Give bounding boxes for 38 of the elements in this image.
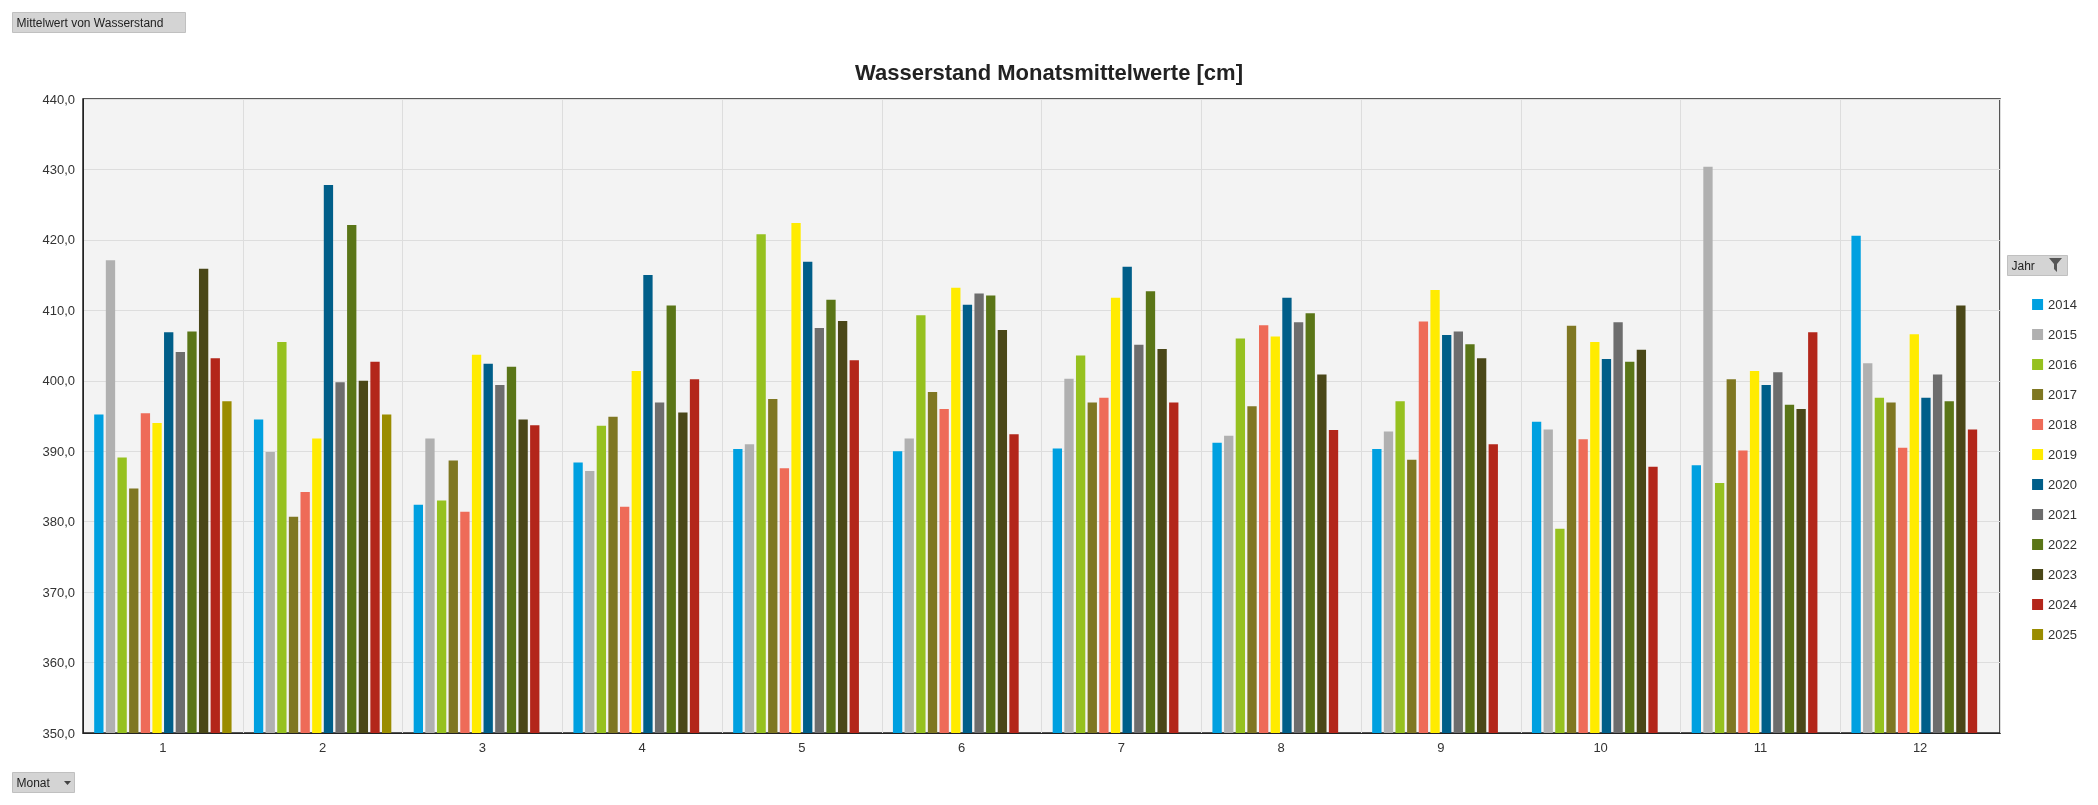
y-tick-label: 410,0: [42, 302, 75, 318]
y-tick-label: 350,0: [42, 725, 75, 741]
x-tick-label: 7: [1117, 740, 1125, 755]
legend-label: 2024: [2048, 597, 2077, 612]
legend-label: 2019: [2048, 447, 2077, 462]
text: Mittelwert von Wasserstand: [16, 15, 164, 30]
legend-label: 2017: [2048, 387, 2077, 402]
x-tick-label: 12: [1912, 740, 1928, 755]
legend-label: 2023: [2048, 567, 2077, 582]
legend-title: Jahr: [2011, 258, 2035, 273]
legend-label: 2018: [2048, 417, 2077, 432]
x-tick-label: 11: [1753, 740, 1768, 755]
chart-title: Wasserstand Monatsmittelwerte [cm]: [855, 59, 1243, 85]
y-tick-label: 420,0: [42, 232, 75, 248]
legend-label: 2022: [2048, 537, 2077, 552]
y-tick-label: 390,0: [42, 443, 75, 459]
legend-label: 2021: [2048, 507, 2077, 522]
x-tick-label: 9: [1437, 740, 1445, 755]
x-tick-label: 4: [638, 740, 646, 755]
y-tick-label: 440,0: [42, 91, 75, 107]
legend-label: 2015: [2048, 327, 2077, 342]
y-tick-label: 360,0: [42, 655, 75, 671]
legend-label: 2016: [2048, 357, 2077, 372]
x-tick-label: 1: [159, 740, 167, 755]
legend-label: 2014: [2048, 297, 2077, 312]
x-axis-title: Monat: [16, 775, 51, 790]
x-tick-label: 2: [319, 740, 327, 755]
y-tick-label: 370,0: [42, 584, 75, 600]
x-tick-label: 6: [958, 740, 966, 755]
x-tick-label: 8: [1277, 740, 1285, 755]
y-tick-label: 380,0: [42, 514, 75, 530]
x-tick-label: 3: [478, 740, 486, 755]
legend-label: 2020: [2048, 477, 2077, 492]
y-tick-label: 400,0: [42, 373, 75, 389]
x-tick-label: 5: [798, 740, 806, 755]
legend-label: 2025: [2048, 627, 2077, 642]
x-tick-label: 10: [1593, 740, 1608, 755]
y-tick-label: 430,0: [42, 161, 75, 177]
